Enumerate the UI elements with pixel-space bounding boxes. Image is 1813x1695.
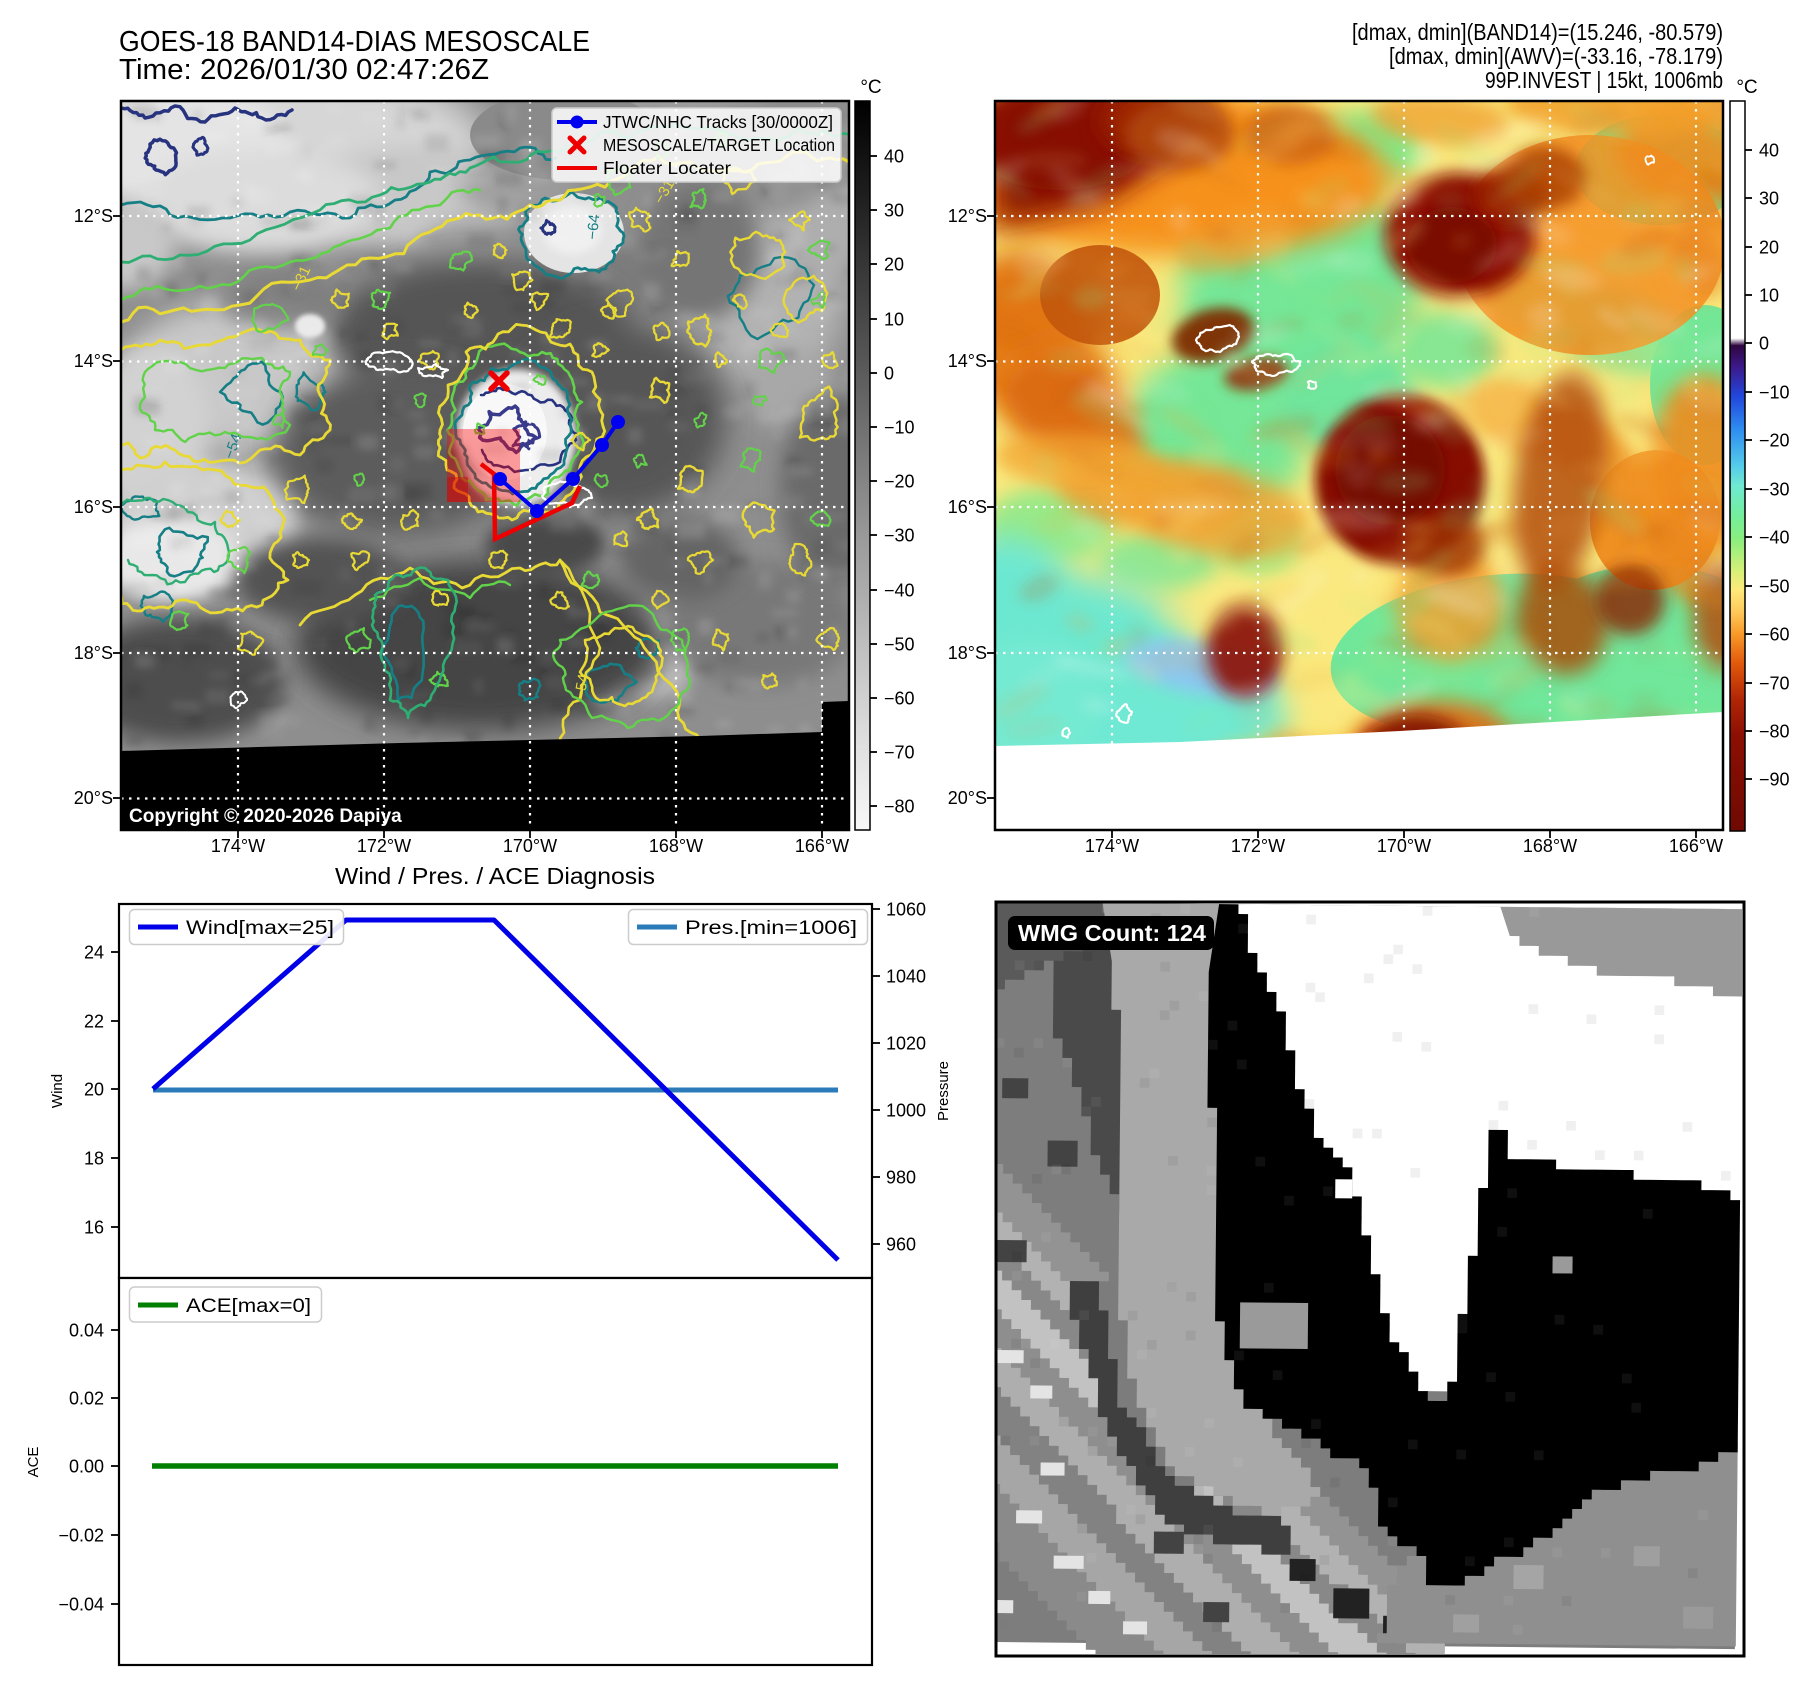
svg-text:12°S: 12°S <box>74 206 113 226</box>
svg-text:960: 960 <box>886 1235 916 1255</box>
svg-text:0: 0 <box>1759 334 1769 354</box>
svg-text:0.00: 0.00 <box>69 1457 104 1477</box>
svg-text:−0.04: −0.04 <box>58 1595 104 1615</box>
svg-text:−30: −30 <box>1759 480 1790 500</box>
svg-text:22: 22 <box>84 1012 104 1032</box>
svg-text:−80: −80 <box>884 797 915 817</box>
svg-text:−40: −40 <box>1759 528 1790 548</box>
svg-text:−40: −40 <box>884 581 915 601</box>
svg-text:−10: −10 <box>884 418 915 438</box>
svg-text:1040: 1040 <box>886 967 926 987</box>
svg-text:ACE: ACE <box>25 1447 42 1478</box>
svg-text:168°W: 168°W <box>649 836 703 856</box>
svg-text:18°S: 18°S <box>948 643 987 663</box>
svg-text:0: 0 <box>884 364 894 384</box>
svg-text:170°W: 170°W <box>503 836 557 856</box>
svg-text:−70: −70 <box>884 743 915 763</box>
svg-text:0.04: 0.04 <box>69 1321 104 1341</box>
svg-text:−50: −50 <box>1759 577 1790 597</box>
svg-text:10: 10 <box>1759 286 1779 306</box>
svg-text:−70: −70 <box>1759 674 1790 694</box>
svg-text:−0.02: −0.02 <box>58 1526 104 1546</box>
svg-text:174°W: 174°W <box>1085 836 1139 856</box>
svg-text:30: 30 <box>884 201 904 221</box>
svg-text:Pressure: Pressure <box>935 1061 952 1121</box>
svg-text:Wind / Pres. / ACE Diagnosis: Wind / Pres. / ACE Diagnosis <box>335 863 655 889</box>
svg-text:14°S: 14°S <box>948 351 987 371</box>
svg-text:−20: −20 <box>884 472 915 492</box>
svg-text:Floater Locater: Floater Locater <box>603 158 731 178</box>
svg-text:18: 18 <box>84 1149 104 1169</box>
svg-text:40: 40 <box>1759 141 1779 161</box>
svg-text:30: 30 <box>1759 189 1779 209</box>
svg-text:16°S: 16°S <box>948 497 987 517</box>
svg-text:Pres.[min=1006]: Pres.[min=1006] <box>685 918 857 939</box>
svg-text:40: 40 <box>884 147 904 167</box>
svg-text:20: 20 <box>1759 238 1779 258</box>
svg-text:1060: 1060 <box>886 900 926 920</box>
svg-text:1000: 1000 <box>886 1101 926 1121</box>
svg-text:−90: −90 <box>1759 770 1790 790</box>
svg-text:−80: −80 <box>1759 722 1790 742</box>
svg-text:170°W: 170°W <box>1377 836 1431 856</box>
svg-text:12°S: 12°S <box>948 206 987 226</box>
svg-text:°C: °C <box>1736 77 1757 98</box>
svg-text:20: 20 <box>884 255 904 275</box>
svg-text:20: 20 <box>84 1080 104 1100</box>
svg-text:0.02: 0.02 <box>69 1389 104 1409</box>
svg-text:Wind[max=25]: Wind[max=25] <box>186 918 334 939</box>
svg-text:−60: −60 <box>1759 625 1790 645</box>
svg-text:−54: −54 <box>571 673 592 701</box>
svg-text:24: 24 <box>84 943 104 963</box>
svg-text:172°W: 172°W <box>357 836 411 856</box>
svg-text:980: 980 <box>886 1168 916 1188</box>
svg-text:[dmax, dmin](AWV)=(-33.16, -78: [dmax, dmin](AWV)=(-33.16, -78.179) <box>1389 43 1723 69</box>
svg-text:°C: °C <box>860 77 881 98</box>
svg-text:WMG Count: 124: WMG Count: 124 <box>1018 920 1206 946</box>
svg-text:166°W: 166°W <box>1669 836 1723 856</box>
svg-text:ACE[max=0]: ACE[max=0] <box>186 1296 311 1317</box>
svg-text:−60: −60 <box>884 689 915 709</box>
svg-text:−64: −64 <box>584 214 603 241</box>
svg-text:−30: −30 <box>884 526 915 546</box>
svg-text:10: 10 <box>884 310 904 330</box>
svg-text:JTWC/NHC Tracks [30/0000Z]: JTWC/NHC Tracks [30/0000Z] <box>603 112 833 132</box>
svg-text:−10: −10 <box>1759 383 1790 403</box>
svg-text:174°W: 174°W <box>211 836 265 856</box>
svg-text:168°W: 168°W <box>1523 836 1577 856</box>
svg-text:GOES-18 BAND14-DIAS MESOSCALE: GOES-18 BAND14-DIAS MESOSCALE <box>119 26 590 58</box>
svg-text:172°W: 172°W <box>1231 836 1285 856</box>
svg-text:−50: −50 <box>884 635 915 655</box>
svg-text:16°S: 16°S <box>74 497 113 517</box>
svg-text:Time: 2026/01/30 02:47:26Z: Time: 2026/01/30 02:47:26Z <box>119 54 489 86</box>
svg-text:99P.INVEST | 15kt, 1006mb: 99P.INVEST | 15kt, 1006mb <box>1485 67 1723 93</box>
svg-text:[dmax, dmin](BAND14)=(15.246,: [dmax, dmin](BAND14)=(15.246, -80.579) <box>1352 19 1723 45</box>
svg-text:−20: −20 <box>1759 431 1790 451</box>
svg-text:14°S: 14°S <box>74 351 113 371</box>
svg-text:Wind: Wind <box>49 1074 66 1108</box>
svg-text:Copyright © 2020-2026 Dapiya: Copyright © 2020-2026 Dapiya <box>129 806 402 827</box>
svg-text:MESOSCALE/TARGET Location: MESOSCALE/TARGET Location <box>603 135 835 155</box>
svg-text:166°W: 166°W <box>795 836 849 856</box>
svg-text:16: 16 <box>84 1218 104 1238</box>
svg-text:1020: 1020 <box>886 1034 926 1054</box>
svg-text:18°S: 18°S <box>74 643 113 663</box>
svg-text:20°S: 20°S <box>74 788 113 808</box>
svg-text:20°S: 20°S <box>948 788 987 808</box>
